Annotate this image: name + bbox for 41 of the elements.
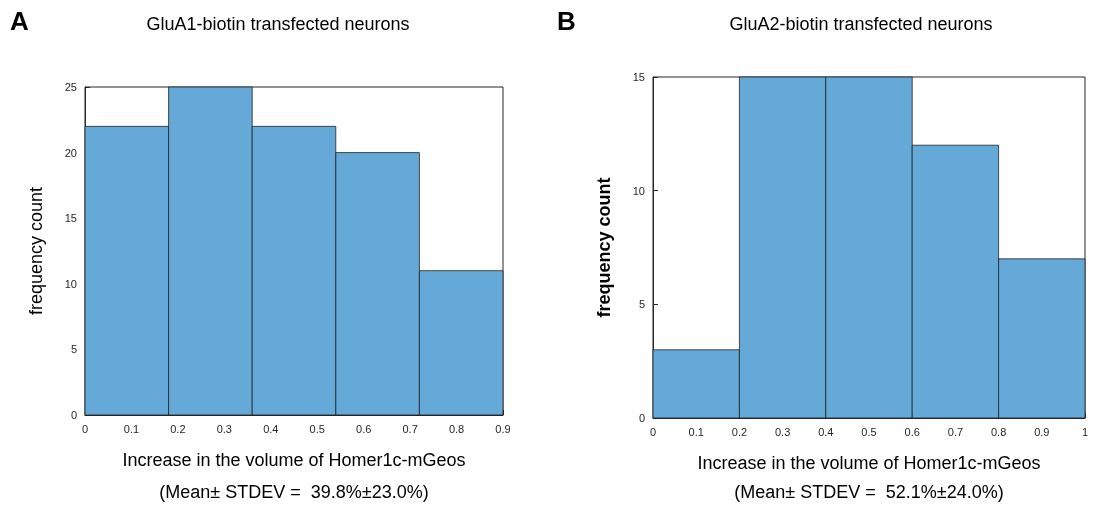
y-tick-label: 10 xyxy=(632,184,645,197)
y-tick-label: 5 xyxy=(70,343,77,356)
x-tick-label: 0.3 xyxy=(216,422,232,435)
x-tick-label: 0.3 xyxy=(774,425,791,438)
x-tick-label: 1 xyxy=(1081,425,1089,438)
y-tick-label: 10 xyxy=(64,277,77,290)
x-axis-title: Increase in the volume of Homer1c-mGeos xyxy=(697,453,1041,473)
x-tick-label: 0.5 xyxy=(309,422,325,435)
x-tick-label: 0.7 xyxy=(402,422,418,435)
x-tick-label: 0.1 xyxy=(123,422,140,435)
x-tick-label: 0.4 xyxy=(263,422,279,435)
y-axis-title: frequency count xyxy=(26,186,46,316)
x-tick-label: 0.7 xyxy=(947,425,964,438)
x-tick-label: 0 xyxy=(81,422,89,435)
y-tick-label: 20 xyxy=(64,146,77,159)
x-tick-label: 0.4 xyxy=(818,425,834,438)
x-tick-label: 0.9 xyxy=(495,422,511,435)
y-tick-label: 5 xyxy=(638,298,645,311)
x-tick-label: 0.1 xyxy=(688,425,704,438)
text: (Mean± STDEV = 39.8%±23.0%) xyxy=(159,482,429,502)
x-tick-label: 0.9 xyxy=(1034,425,1050,438)
y-tick-label: 25 xyxy=(64,81,77,93)
x-tick-label: 0.6 xyxy=(904,425,920,438)
x-axis-title: Increase in the volume of Homer1c-mGeos xyxy=(122,450,466,470)
text: B xyxy=(557,6,576,36)
x-tick-label: 0.5 xyxy=(861,425,877,438)
y-tick-label: 15 xyxy=(64,212,77,225)
y-tick-label: 15 xyxy=(632,71,645,83)
x-tick-label: 0.2 xyxy=(731,425,748,438)
chart-title: GluA2-biotin transfected neurons xyxy=(729,14,993,34)
x-tick-label: 0 xyxy=(649,425,657,438)
y-axis-title: frequency count xyxy=(594,177,614,318)
x-tick-label: 0.8 xyxy=(448,422,465,435)
text: (Mean± STDEV = 52.1%±24.0%) xyxy=(734,482,1004,502)
text: A xyxy=(10,6,29,36)
y-tick-label: 0 xyxy=(70,409,77,421)
y-tick-label: 0 xyxy=(638,412,645,424)
x-tick-label: 0.8 xyxy=(990,425,1007,438)
chart-title: GluA1-biotin transfected neurons xyxy=(146,14,410,34)
x-tick-label: 0.6 xyxy=(356,422,372,435)
x-tick-label: 0.2 xyxy=(170,422,186,435)
